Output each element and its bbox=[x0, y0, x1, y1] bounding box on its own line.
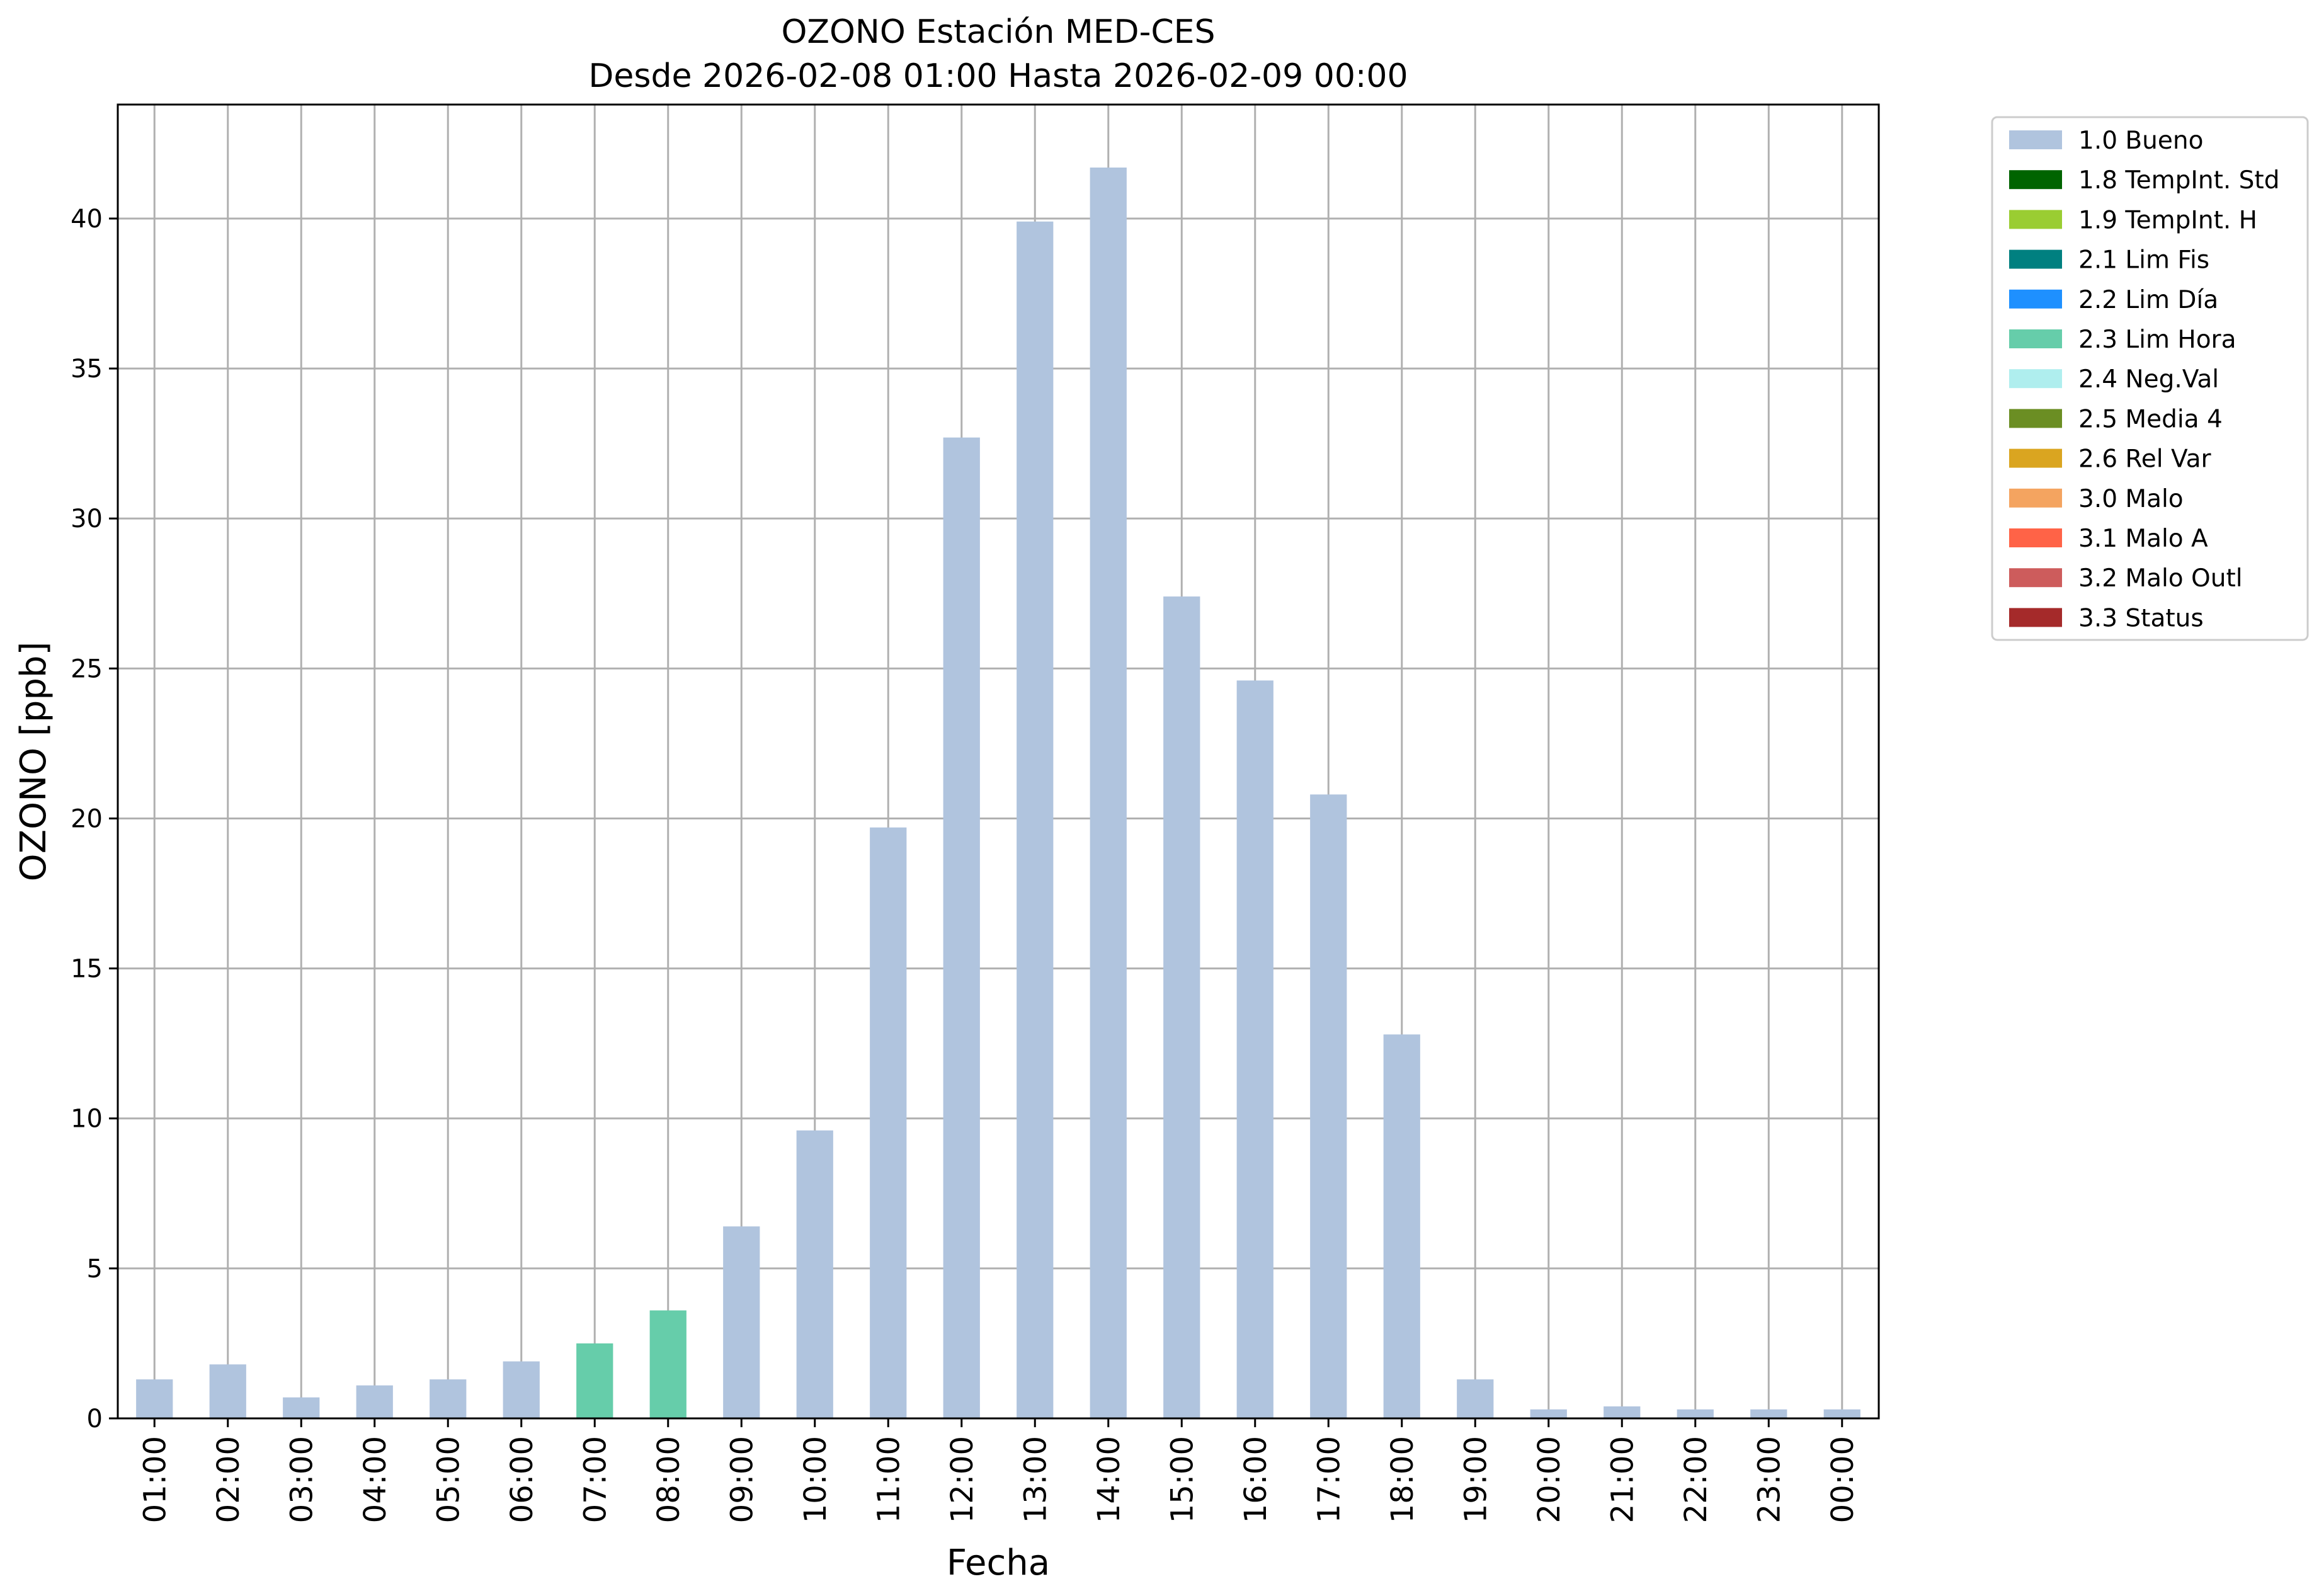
bar-07:00 bbox=[576, 1343, 613, 1418]
x-tick-label: 18:00 bbox=[1385, 1436, 1420, 1523]
x-tick-label: 22:00 bbox=[1678, 1436, 1714, 1523]
x-tick-label: 23:00 bbox=[1752, 1436, 1787, 1523]
legend-swatch-3.3 bbox=[2009, 608, 2062, 627]
x-tick-label: 15:00 bbox=[1165, 1436, 1200, 1523]
bars bbox=[136, 168, 1860, 1419]
bar-05:00 bbox=[430, 1379, 467, 1418]
bar-17:00 bbox=[1310, 794, 1347, 1418]
bar-23:00 bbox=[1750, 1409, 1787, 1418]
y-tick-label: 0 bbox=[87, 1405, 103, 1434]
bar-10:00 bbox=[796, 1130, 833, 1418]
legend-label-1.0: 1.0 Bueno bbox=[2078, 127, 2203, 155]
y-axis-ticks: 0 5 10 15 20 25 30 35 40 bbox=[71, 205, 118, 1434]
legend-label-2.6: 2.6 Rel Var bbox=[2078, 445, 2212, 474]
bar-03:00 bbox=[283, 1397, 320, 1418]
bar-09:00 bbox=[723, 1226, 760, 1418]
x-tick-label: 05:00 bbox=[431, 1436, 466, 1523]
bar-01:00 bbox=[136, 1379, 173, 1418]
x-tick-label: 06:00 bbox=[504, 1436, 540, 1523]
legend-swatch-2.4 bbox=[2009, 369, 2062, 389]
x-tick-label: 13:00 bbox=[1018, 1436, 1053, 1523]
bar-02:00 bbox=[209, 1364, 246, 1418]
x-tick-label: 08:00 bbox=[651, 1436, 687, 1523]
x-tick-label: 16:00 bbox=[1238, 1436, 1273, 1523]
bar-18:00 bbox=[1383, 1034, 1420, 1418]
x-axis-label: Fecha bbox=[947, 1542, 1050, 1583]
bar-14:00 bbox=[1090, 168, 1127, 1419]
bar-21:00 bbox=[1604, 1406, 1641, 1418]
grid bbox=[118, 105, 1879, 1420]
x-tick-label: 03:00 bbox=[284, 1436, 319, 1523]
legend-swatch-3.0 bbox=[2009, 488, 2062, 508]
x-tick-label: 20:00 bbox=[1532, 1436, 1567, 1523]
legend-label-3.0: 3.0 Malo bbox=[2078, 485, 2184, 513]
x-tick-label: 09:00 bbox=[724, 1436, 760, 1523]
plot-frame bbox=[117, 103, 1880, 1420]
bar-12:00 bbox=[943, 437, 980, 1419]
legend-frame bbox=[1991, 116, 2309, 641]
chart-subtitle: Desde 2026-02-08 01:00 Hasta 2026-02-09 … bbox=[588, 57, 1408, 95]
legend-label-3.2: 3.2 Malo Outl bbox=[2078, 564, 2243, 593]
x-tick-label: 17:00 bbox=[1311, 1436, 1347, 1523]
legend-label-3.1: 3.1 Malo A bbox=[2078, 525, 2208, 553]
legend-swatch-2.5 bbox=[2009, 409, 2062, 428]
x-tick-label: 12:00 bbox=[945, 1436, 980, 1523]
x-tick-label: 01:00 bbox=[137, 1436, 173, 1523]
x-tick-label: 00:00 bbox=[1825, 1436, 1860, 1523]
legend-label-3.3: 3.3 Status bbox=[2078, 604, 2204, 632]
bar-04:00 bbox=[356, 1385, 393, 1418]
bar-00:00 bbox=[1823, 1409, 1860, 1418]
x-tick-label: 10:00 bbox=[798, 1436, 833, 1523]
bar-13:00 bbox=[1017, 221, 1054, 1418]
legend-label-2.4: 2.4 Neg.Val bbox=[2078, 365, 2219, 394]
bar-08:00 bbox=[649, 1310, 687, 1418]
y-tick-label: 5 bbox=[87, 1255, 103, 1284]
legend-swatch-2.6 bbox=[2009, 448, 2062, 468]
y-tick-label: 30 bbox=[71, 504, 103, 533]
x-tick-label: 19:00 bbox=[1458, 1436, 1493, 1523]
legend-label-2.3: 2.3 Lim Hora bbox=[2078, 326, 2236, 354]
legend-swatch-1.8 bbox=[2009, 170, 2062, 190]
legend-swatch-3.1 bbox=[2009, 528, 2062, 547]
legend-swatch-2.3 bbox=[2009, 329, 2062, 348]
y-tick-label: 35 bbox=[71, 355, 103, 384]
y-tick-label: 25 bbox=[71, 654, 103, 683]
bar-19:00 bbox=[1457, 1379, 1494, 1418]
legend-label-2.5: 2.5 Media 4 bbox=[2078, 405, 2223, 433]
bar-06:00 bbox=[503, 1361, 540, 1418]
x-tick-label: 21:00 bbox=[1605, 1436, 1640, 1523]
x-tick-label: 14:00 bbox=[1091, 1436, 1127, 1523]
chart-title: OZONO Estación MED-CES bbox=[781, 13, 1215, 51]
bar-15:00 bbox=[1163, 596, 1200, 1419]
x-tick-label: 11:00 bbox=[871, 1436, 906, 1523]
y-tick-label: 40 bbox=[71, 205, 103, 234]
y-tick-label: 20 bbox=[71, 804, 103, 833]
legend: 1.0 Bueno 1.8 TempInt. Std 1.9 TempInt. H 2… bbox=[1991, 116, 2309, 641]
x-axis-ticks: 01:00 02:00 03:00 04:00 05:00 06:00 07:00 08:00… bbox=[137, 1418, 1860, 1523]
y-axis-label: OZONO [ppb] bbox=[13, 642, 54, 882]
legend-label-1.9: 1.9 TempInt. H bbox=[2078, 206, 2257, 234]
legend-label-2.2: 2.2 Lim Día bbox=[2078, 286, 2218, 314]
legend-swatch-2.1 bbox=[2009, 249, 2062, 269]
legend-label-1.8: 1.8 TempInt. Std bbox=[2078, 166, 2279, 195]
x-tick-label: 04:00 bbox=[358, 1436, 393, 1523]
y-tick-label: 10 bbox=[71, 1105, 103, 1134]
legend-swatch-3.2 bbox=[2009, 568, 2062, 588]
legend-swatch-1.9 bbox=[2009, 210, 2062, 229]
y-tick-label: 15 bbox=[71, 955, 103, 984]
x-tick-label: 02:00 bbox=[211, 1436, 246, 1523]
legend-label-2.1: 2.1 Lim Fis bbox=[2078, 246, 2209, 275]
legend-swatch-1.0 bbox=[2009, 130, 2062, 149]
bar-16:00 bbox=[1236, 680, 1273, 1418]
legend-swatch-2.2 bbox=[2009, 289, 2062, 309]
x-tick-label: 07:00 bbox=[578, 1436, 613, 1523]
bar-11:00 bbox=[870, 827, 907, 1418]
bar-20:00 bbox=[1530, 1409, 1567, 1418]
bar-22:00 bbox=[1677, 1409, 1714, 1418]
